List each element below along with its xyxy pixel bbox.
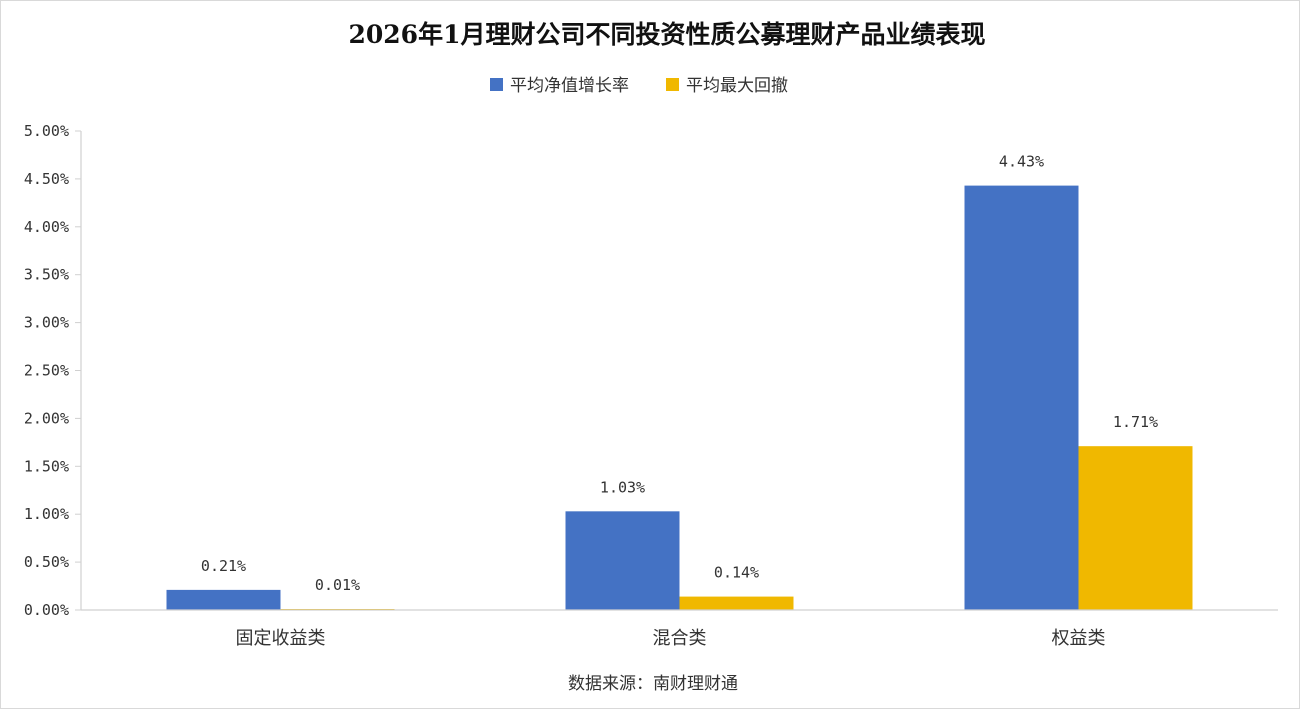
data-labels-group: 0.21% 0.01% 1.03% 0.14% 4.43% 1.71% xyxy=(201,153,1158,594)
bar-net-value-growth xyxy=(964,185,1079,610)
legend-label-net-value-growth: 平均净值增长率 xyxy=(510,76,629,96)
bar-max-drawdown xyxy=(679,596,794,610)
bar-max-drawdown xyxy=(1078,446,1193,610)
y-tick-label: 2.00% xyxy=(24,409,69,427)
y-tick-label: 3.50% xyxy=(24,266,69,284)
data-label: 4.43% xyxy=(999,153,1044,171)
data-label: 0.21% xyxy=(201,557,246,575)
chart-title: 2026年1月理财公司不同投资性质公募理财产品业绩表现 xyxy=(349,20,986,49)
legend-label-max-drawdown: 平均最大回撤 xyxy=(686,76,788,96)
x-category-label: 权益类 xyxy=(1052,628,1106,649)
x-category-label: 固定收益类 xyxy=(236,628,326,649)
bar-net-value-growth xyxy=(565,511,680,610)
y-tick-label: 0.00% xyxy=(24,601,69,619)
legend-swatch-max-drawdown xyxy=(666,78,679,91)
y-tick-label: 4.50% xyxy=(24,170,69,188)
y-tick-label: 3.00% xyxy=(24,314,69,332)
y-tick-label: 5.00% xyxy=(24,122,69,140)
bar-net-value-growth xyxy=(166,589,281,610)
data-label: 1.03% xyxy=(600,478,645,496)
y-tick-label: 1.00% xyxy=(24,505,69,523)
bars-group xyxy=(166,185,1193,610)
y-axis: 0.00% 0.50% 1.00% 1.50% 2.00% 2.50% 3.00% 3.50%… xyxy=(24,122,82,619)
data-label: 0.01% xyxy=(315,576,360,594)
y-tick-label: 4.00% xyxy=(24,218,69,236)
data-source-note: 数据来源：南财理财通 xyxy=(568,674,738,694)
y-tick-label: 2.50% xyxy=(24,362,69,380)
legend-swatch-net-value-growth xyxy=(490,78,503,91)
data-label: 1.71% xyxy=(1113,413,1158,431)
x-category-label: 混合类 xyxy=(653,628,707,649)
y-tick-label: 1.50% xyxy=(24,457,69,475)
legend: 平均净值增长率 平均最大回撤 xyxy=(490,76,788,96)
y-tick-label: 0.50% xyxy=(24,553,69,571)
x-axis: 固定收益类 混合类 权益类 xyxy=(236,628,1106,649)
data-label: 0.14% xyxy=(714,564,759,582)
